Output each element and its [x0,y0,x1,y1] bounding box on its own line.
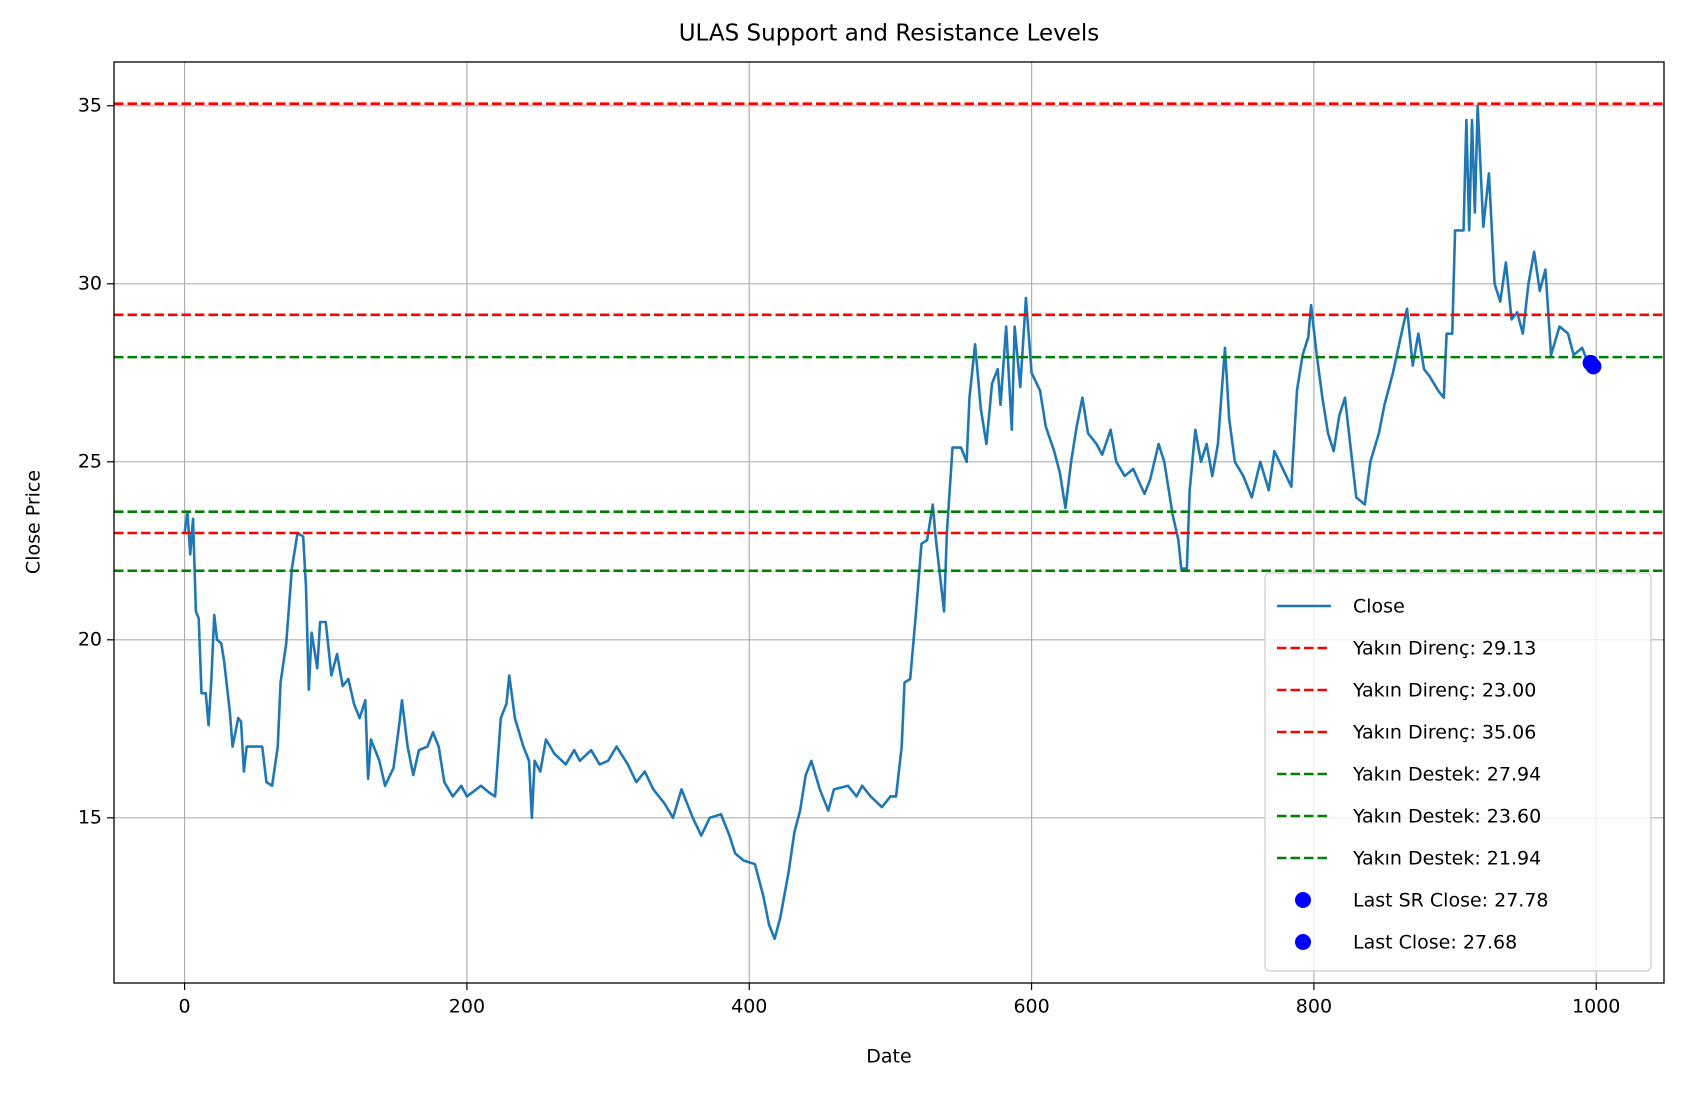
x-tick-label: 600 [1013,996,1049,1018]
legend-label: Yakın Direnç: 29.13 [1352,638,1536,660]
legend-label: Yakın Direnç: 35.06 [1352,722,1536,744]
chart-title: ULAS Support and Resistance Levels [679,21,1100,47]
legend-label: Yakın Destek: 27.94 [1352,764,1541,786]
x-tick-label: 200 [449,996,485,1018]
plot-frame [113,61,1665,984]
legend-label: Close [1353,596,1405,618]
legend-box [1264,572,1652,972]
y-tick-label: 30 [78,272,102,294]
legend-label: Yakın Destek: 21.94 [1352,848,1541,870]
y-tick-label: 15 [78,806,102,828]
price-line [183,104,1595,941]
y-tick-label: 20 [78,628,102,650]
last-point [1585,358,1602,375]
legend-label: Last Close: 27.68 [1353,932,1517,954]
x-axis-label: Date [866,1046,911,1068]
x-tick-label: 0 [179,996,191,1018]
y-axis-label: Close Price [23,470,45,574]
y-tick-label: 25 [78,450,102,472]
legend-label: Yakın Direnç: 23.00 [1352,680,1536,702]
y-tick-label: 35 [78,94,102,116]
legend-label: Yakın Destek: 23.60 [1352,806,1541,828]
legend-label: Last SR Close: 27.78 [1353,890,1549,912]
x-tick-label: 400 [731,996,767,1018]
x-tick-label: 1000 [1572,996,1620,1018]
x-tick-label: 800 [1296,996,1332,1018]
legend-marker [1295,934,1311,950]
legend-marker [1295,892,1311,908]
